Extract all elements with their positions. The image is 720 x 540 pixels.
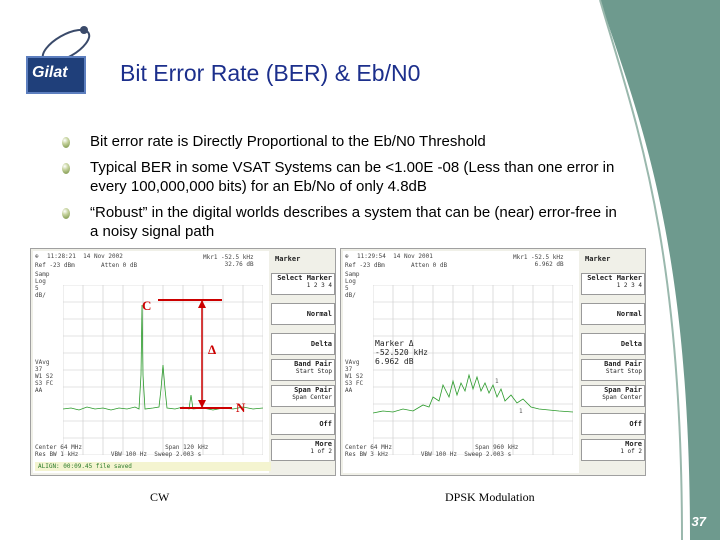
softkey-select-marker[interactable]: Select Marker 1 2 3 4	[271, 273, 335, 295]
page-number: 37	[691, 514, 706, 529]
sweep-time: Sweep 2.003 s	[154, 451, 202, 458]
softkey-label: More	[315, 440, 332, 448]
center-freq: Center 64 MHz	[345, 444, 392, 451]
softkey-panel: Marker Select Marker 1 2 3 4 Normal Delta…	[581, 251, 645, 473]
softkey-sub: Span Center	[602, 394, 642, 401]
bullet-icon	[62, 137, 70, 148]
carrier-label: C	[142, 298, 152, 313]
softkey-span-pair[interactable]: Span Pair Span Center	[271, 385, 335, 407]
softkey-label: More	[625, 440, 642, 448]
softkey-label: Off	[319, 420, 332, 428]
res-bw: Res BW 1 kHz	[35, 451, 79, 458]
hp-logo-icon: ⊕	[35, 253, 39, 260]
softkey-label: Normal	[616, 310, 642, 318]
cn-annotation	[158, 299, 232, 409]
scale-labels: Samp Log 5 dB/	[345, 271, 360, 299]
span: Span 120 kHz	[165, 444, 209, 451]
attenuation: Atten 0 dB	[411, 262, 448, 269]
bullet-icon	[62, 163, 70, 174]
bullet-text: Bit error rate is Directly Proportional …	[90, 133, 486, 150]
timestamp: 11:28:21 14 Nov 2002	[47, 253, 123, 260]
softkey-sub: 1 of 2	[620, 448, 642, 455]
softkey-sub: 1 2 3 4	[616, 282, 642, 289]
softkey-normal[interactable]: Normal	[581, 303, 645, 325]
softkey-title: Marker	[275, 255, 301, 263]
analyzer-screen: ⊕ 11:28:21 14 Nov 2002 Ref -23 dBm Atten…	[33, 251, 271, 473]
caption-dpsk: DPSK Modulation	[445, 490, 535, 504]
softkey-more[interactable]: More 1 of 2	[271, 439, 335, 461]
hp-logo-icon: ⊕	[345, 253, 349, 260]
softkey-span-pair[interactable]: Span Pair Span Center	[581, 385, 645, 407]
timestamp: 11:29:54 14 Nov 2001	[357, 253, 433, 260]
softkey-title: Marker	[585, 255, 611, 263]
vbw: VBW 100 Hz	[420, 451, 457, 458]
softkey-select-marker[interactable]: Select Marker 1 2 3 4	[581, 273, 645, 295]
softkey-band-pair[interactable]: Band Pair Start Stop	[271, 359, 335, 381]
bullet-icon	[62, 208, 70, 219]
softkey-off[interactable]: Off	[271, 413, 335, 435]
sweep-time: Sweep 2.003 s	[464, 451, 512, 458]
cw-spectrum-screenshot: ⊕ 11:28:21 14 Nov 2002 Ref -23 dBm Atten…	[30, 248, 336, 476]
softkey-panel: Marker Select Marker 1 2 3 4 Normal Delta…	[271, 251, 335, 473]
softkey-sub: 1 of 2	[310, 448, 332, 455]
span: Span 960 kHz	[475, 444, 519, 451]
slide-title: Bit Error Rate (BER) & Eb/N0	[120, 60, 421, 86]
scale-labels: Samp Log 5 dB/	[35, 271, 50, 299]
bullet-item: “Robust” in the digital worlds describes…	[62, 203, 622, 241]
res-bw: Res BW 3 kHz	[345, 451, 389, 458]
bullet-text: “Robust” in the digital worlds describes…	[90, 204, 617, 240]
analyzer-screen: ⊕ 11:29:54 14 Nov 2001 Ref -23 dBm Atten…	[343, 251, 579, 473]
softkey-delta[interactable]: Delta	[581, 333, 645, 355]
svg-text:1: 1	[495, 378, 499, 385]
softkey-label: Normal	[306, 310, 332, 318]
delta-marker-box: Marker Δ -52.520 kHz 6.962 dB	[375, 339, 428, 366]
center-freq: Center 64 MHz	[35, 444, 82, 451]
softkey-label: Select Marker	[277, 274, 332, 282]
softkey-label: Band Pair	[294, 360, 332, 368]
softkey-delta[interactable]: Delta	[271, 333, 335, 355]
logo-box	[26, 56, 86, 94]
softkey-label: Delta	[310, 340, 332, 348]
logo-text: Gilat	[32, 64, 68, 81]
spectrum-trace-dpsk: 1 1	[373, 285, 573, 455]
analyzer-footer: Center 64 MHz Span 960 kHz Res BW 3 kHz …	[345, 444, 581, 458]
softkey-sub: Start Stop	[605, 368, 642, 375]
softkey-sub: Start Stop	[295, 368, 332, 375]
softkey-sub: 1 2 3 4	[306, 282, 332, 289]
softkey-label: Off	[629, 420, 642, 428]
softkey-sub: Span Center	[292, 394, 332, 401]
gilat-logo: Gilat	[22, 20, 100, 98]
bullet-item: Typical BER in some VSAT Systems can be …	[62, 158, 622, 196]
marker-readout: Mkr1 -52.5 kHz 6.962 dB	[513, 254, 564, 268]
bullet-list: Bit error rate is Directly Proportional …	[62, 132, 622, 248]
dpsk-spectrum-screenshot: ⊕ 11:29:54 14 Nov 2001 Ref -23 dBm Atten…	[340, 248, 646, 476]
softkey-label: Band Pair	[604, 360, 642, 368]
ref-level: Ref -23 dBm	[345, 262, 385, 269]
avg-labels: VAvg 37 W1 S2 S3 FC AA	[345, 359, 364, 394]
softkey-label: Span Pair	[294, 386, 332, 394]
softkey-more[interactable]: More 1 of 2	[581, 439, 645, 461]
bullet-text: Typical BER in some VSAT Systems can be …	[90, 159, 615, 195]
caption-cw: CW	[150, 490, 170, 504]
softkey-off[interactable]: Off	[581, 413, 645, 435]
status-line: ALIGN: 00:09.45 file saved	[35, 462, 271, 471]
vbw: VBW 100 Hz	[110, 451, 147, 458]
softkey-normal[interactable]: Normal	[271, 303, 335, 325]
spectrum-trace-cw	[63, 285, 263, 455]
softkey-label: Select Marker	[587, 274, 642, 282]
analyzer-footer: Center 64 MHz Span 120 kHz Res BW 1 kHz …	[35, 444, 271, 458]
attenuation: Atten 0 dB	[101, 262, 138, 269]
ref-level: Ref -23 dBm	[35, 262, 75, 269]
avg-labels: VAvg 37 W1 S2 S3 FC AA	[35, 359, 54, 394]
bullet-item: Bit error rate is Directly Proportional …	[62, 132, 622, 151]
marker-readout: Mkr1 -52.5 kHz 32.76 dB	[203, 254, 254, 268]
svg-text:1: 1	[519, 408, 523, 415]
softkey-label: Delta	[620, 340, 642, 348]
delta-label: Δ	[208, 342, 217, 357]
softkey-band-pair[interactable]: Band Pair Start Stop	[581, 359, 645, 381]
softkey-label: Span Pair	[604, 386, 642, 394]
noise-label: N	[236, 400, 246, 415]
